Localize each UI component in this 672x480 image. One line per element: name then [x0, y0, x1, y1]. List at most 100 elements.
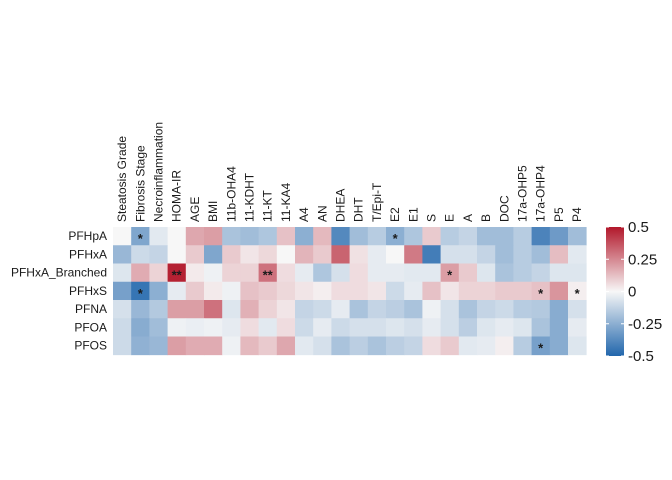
heatmap-cell: [240, 227, 259, 246]
row-label: PFNA: [75, 302, 107, 316]
heatmap-cell: [495, 281, 514, 301]
heatmap-cell: [240, 318, 259, 337]
heatmap-cell: [185, 263, 205, 283]
column-label: 17a-OHP5: [516, 165, 530, 222]
column-label: S: [425, 214, 439, 222]
heatmap-cell: [568, 318, 587, 337]
column-label: Necroinflammation: [152, 122, 166, 222]
column-label: 11-KDHT: [243, 172, 257, 222]
heatmap-cell: [295, 336, 314, 356]
heatmap-cell: [568, 281, 587, 301]
heatmap-cell: [422, 336, 441, 356]
heatmap-cell: [568, 245, 587, 264]
heatmap-cell: [222, 281, 241, 301]
heatmap-cell: [240, 300, 259, 319]
heatmap-cell: [422, 227, 441, 246]
row-label: PFHxA: [69, 247, 107, 261]
heatmap-cell: [167, 281, 187, 301]
heatmap-cell: [440, 300, 460, 319]
heatmap-cell: [167, 263, 187, 283]
heatmap-cell: [258, 336, 278, 356]
heatmap-cell: [367, 281, 387, 301]
heatmap-cell: [440, 318, 460, 337]
heatmap-cell: [549, 245, 569, 264]
heatmap-cell: [386, 336, 405, 356]
color-legend: 0.5 0.25 0 -0.25 -0.5: [606, 219, 662, 365]
heatmap-cell: [295, 281, 314, 301]
heatmap-cell: [276, 245, 296, 264]
heatmap-cell: [185, 336, 205, 356]
heatmap-cell: [222, 300, 241, 319]
heatmap-cell: [185, 300, 205, 319]
heatmap-cell: [276, 281, 296, 301]
column-label: AN: [315, 205, 329, 222]
significance-mark: *: [393, 231, 399, 246]
heatmap-cell: [549, 263, 569, 283]
column-label: E1: [406, 207, 420, 222]
heatmap-cell: [258, 245, 278, 264]
heatmap-cell: [331, 318, 350, 337]
heatmap-cell: [531, 263, 551, 283]
column-label: A4: [297, 207, 311, 222]
heatmap-cell: [477, 245, 496, 264]
heatmap-cell: [386, 300, 405, 319]
heatmap-cell: [440, 245, 460, 264]
heatmap-cell: [495, 336, 514, 356]
significance-mark: *: [447, 268, 453, 283]
row-label: PFHxA_Branched: [11, 266, 107, 280]
heatmap-cell: [568, 336, 587, 356]
heatmap-cell: [531, 300, 551, 319]
heatmap-cell: [313, 336, 332, 356]
heatmap-cell: [477, 336, 496, 356]
heatmap-cell: [568, 300, 587, 319]
column-label: 11-KA4: [279, 183, 293, 222]
heatmap-cell: [531, 336, 551, 356]
heatmap-cell: [422, 318, 441, 337]
heatmap-cell: [458, 300, 478, 319]
heatmap-cell: [313, 263, 332, 283]
heatmap-cell: [495, 263, 514, 283]
heatmap-cell: [349, 300, 369, 319]
heatmap-cell: [386, 245, 405, 264]
heatmap-cell: [113, 318, 132, 337]
legend-tick-label: -0.5: [628, 348, 654, 365]
heatmap-cell: [131, 336, 150, 356]
heatmap-cell: [295, 318, 314, 337]
heatmap-cell: [276, 318, 296, 337]
significance-mark: *: [138, 231, 144, 246]
column-label: Steatosis Grade: [115, 136, 129, 222]
heatmap-cell: [349, 245, 369, 264]
color-legend-bar: [606, 227, 624, 356]
heatmap-cell: [313, 318, 332, 337]
heatmap-cell: [276, 300, 296, 319]
heatmap-cell: [204, 245, 223, 264]
heatmap-cell: [204, 318, 223, 337]
significance-mark: **: [263, 268, 274, 283]
column-label: HOMA-IR: [170, 170, 184, 222]
row-label: PFHpA: [68, 229, 107, 243]
heatmap-cell: [204, 336, 223, 356]
heatmap-cell: [367, 245, 387, 264]
column-label: 11b-OHA4: [224, 166, 238, 222]
heatmap-cell: [313, 300, 332, 319]
heatmap-cell: [477, 263, 496, 283]
row-label: PFOA: [74, 320, 107, 334]
heatmap-cell: [513, 227, 532, 246]
heatmap-cell: [331, 245, 350, 264]
heatmap-cell: [349, 227, 369, 246]
heatmap-cell: [495, 227, 514, 246]
heatmap-cell: [240, 336, 259, 356]
heatmap-cell: [422, 263, 441, 283]
heatmap-cell: [149, 227, 168, 246]
column-label: 17a-OHP4: [534, 165, 548, 222]
heatmap-cell: [167, 227, 187, 246]
heatmap-cell: [131, 245, 150, 264]
heatmap-cell: [113, 263, 132, 283]
heatmap-cell: [513, 318, 532, 337]
heatmap-cell: [149, 300, 168, 319]
heatmap-cell: [549, 336, 569, 356]
heatmap-cell: [204, 227, 223, 246]
heatmap-cell: [167, 318, 187, 337]
column-label: 11-KT: [261, 190, 275, 222]
